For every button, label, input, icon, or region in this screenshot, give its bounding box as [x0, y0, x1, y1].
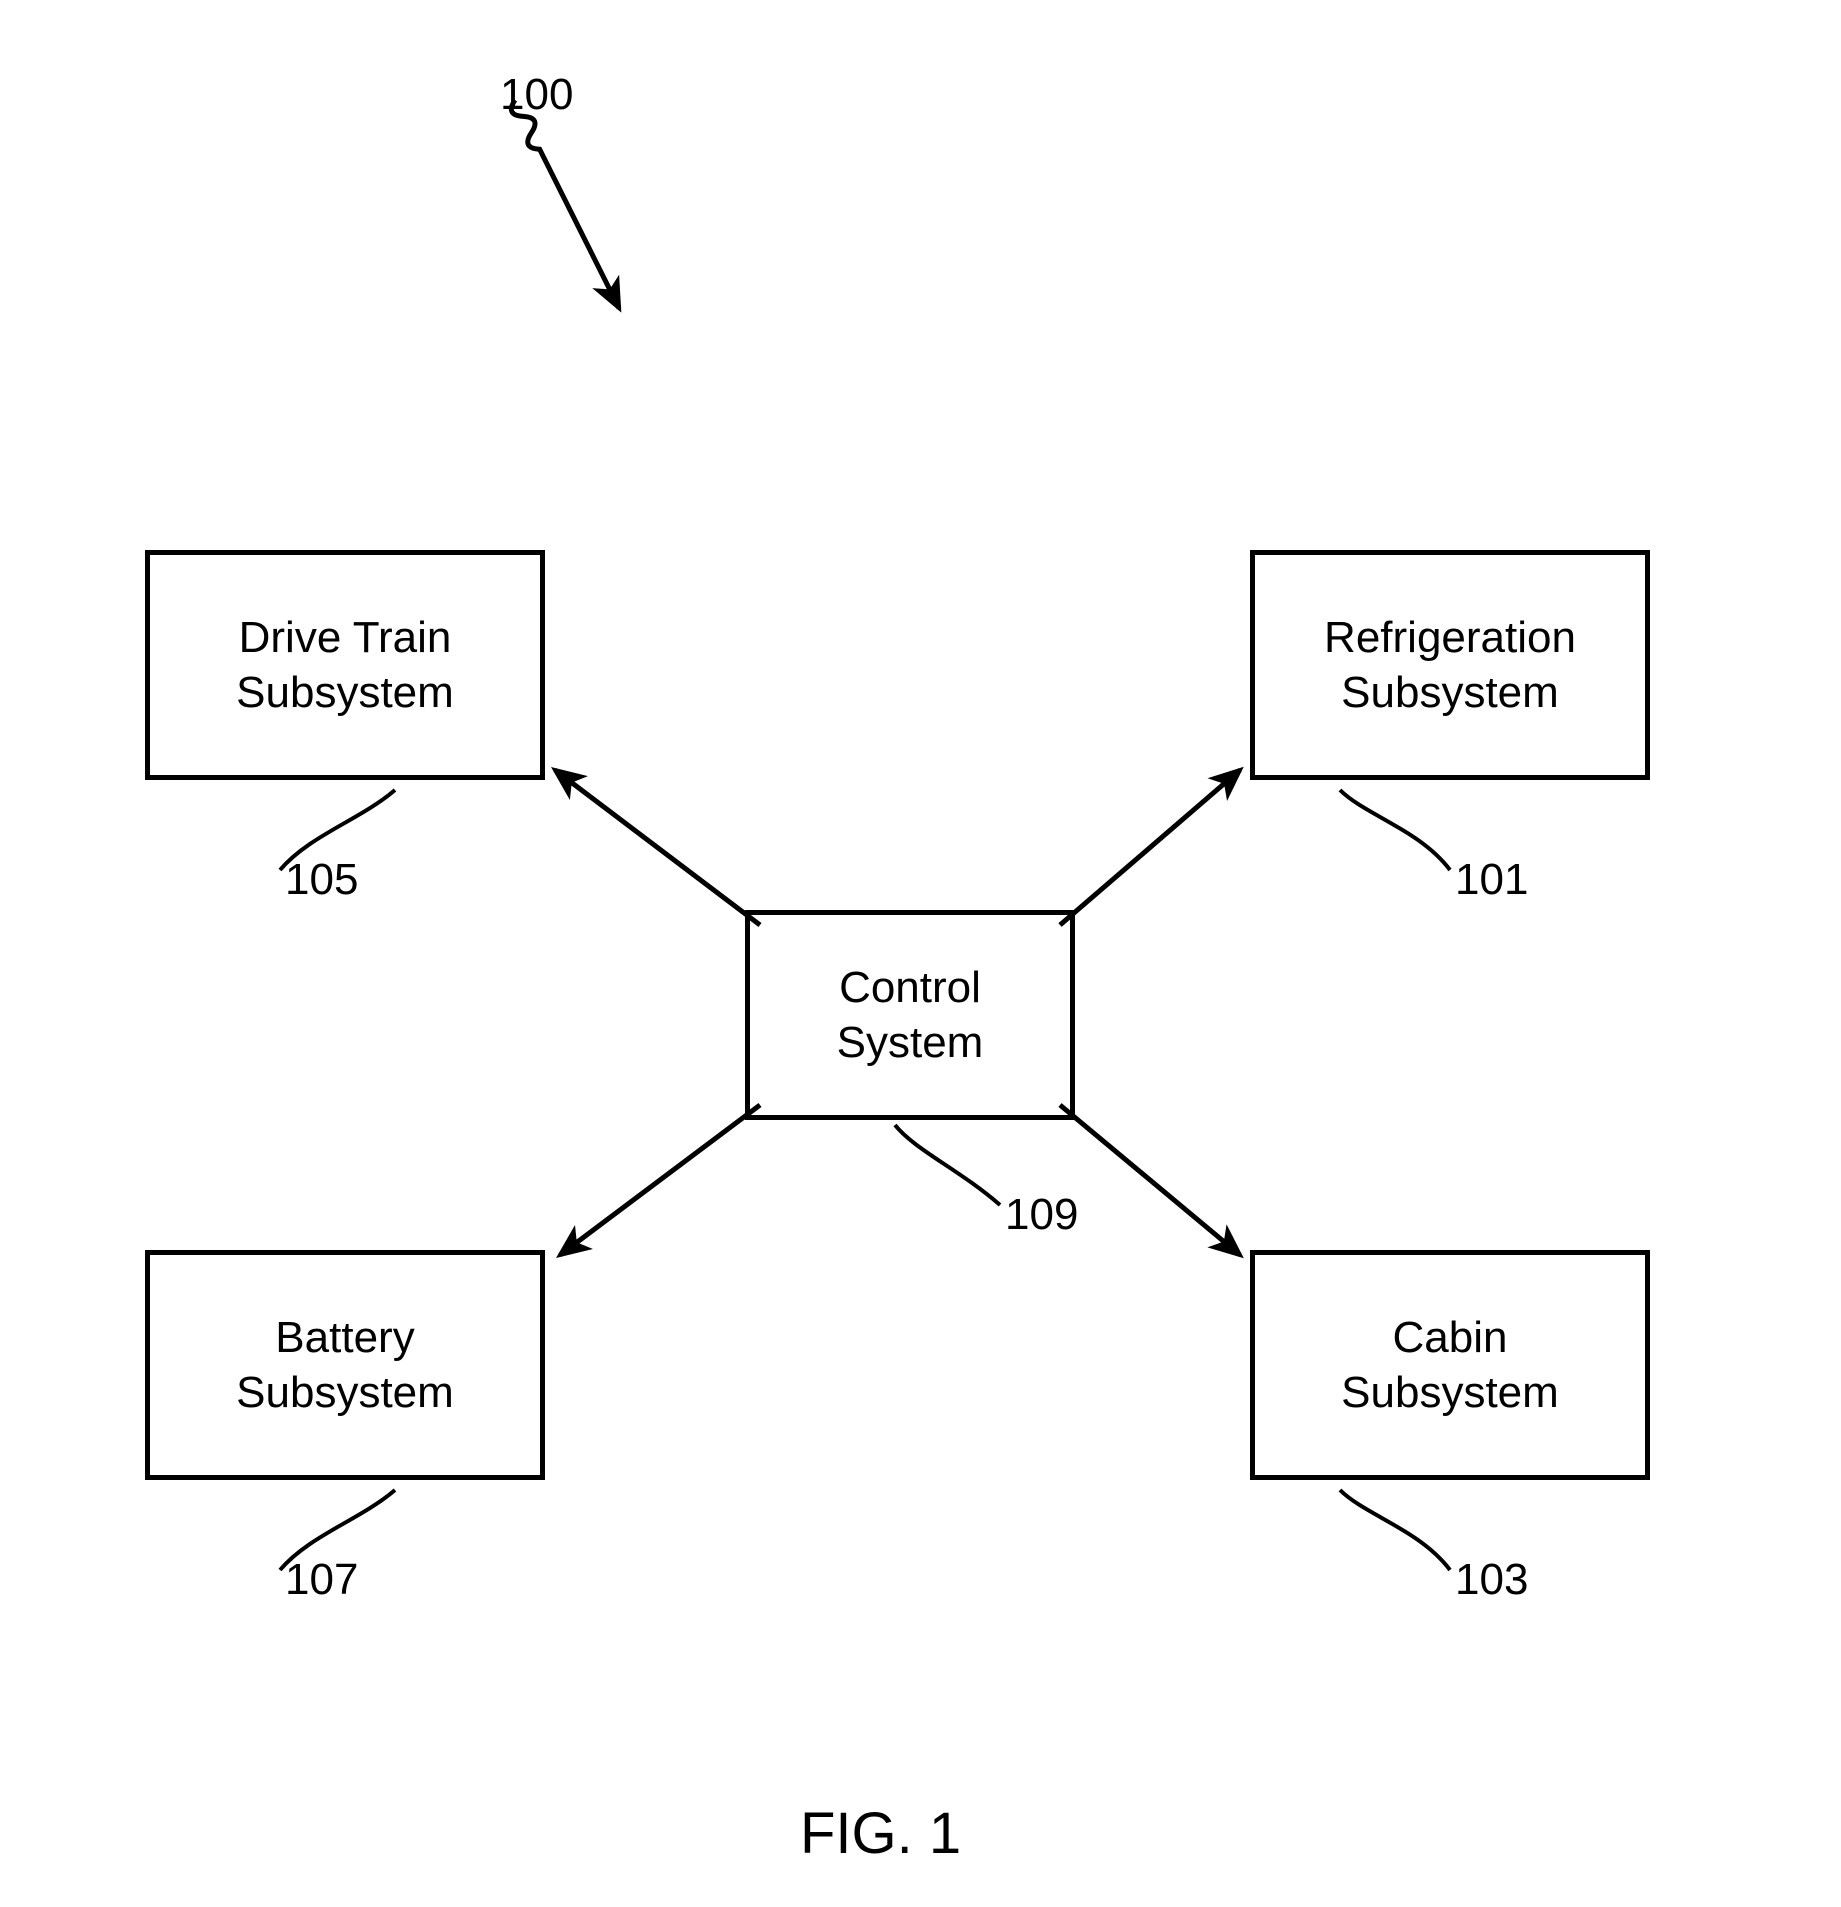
squiggle-arrow-100	[511, 100, 619, 308]
box-label: BatterySubsystem	[236, 1310, 454, 1420]
box-label: CabinSubsystem	[1341, 1310, 1559, 1420]
leader-103	[1340, 1490, 1450, 1570]
arrow-control-to-battery	[560, 1105, 760, 1255]
box-label: ControlSystem	[837, 960, 984, 1070]
reference-101: 101	[1455, 855, 1528, 905]
arrow-control-to-drive_train	[555, 770, 760, 925]
reference-109: 109	[1005, 1190, 1078, 1240]
reference-105: 105	[285, 855, 358, 905]
box-battery-subsystem: BatterySubsystem	[145, 1250, 545, 1480]
box-drive-train-subsystem: Drive TrainSubsystem	[145, 550, 545, 780]
box-control-system: ControlSystem	[745, 910, 1075, 1120]
box-label: RefrigerationSubsystem	[1324, 610, 1576, 720]
arrow-control-to-refrigeration	[1060, 770, 1240, 925]
squiggle-arrow-path	[511, 100, 619, 308]
reference-100: 100	[500, 70, 573, 120]
arrow-control-to-cabin	[1060, 1105, 1240, 1255]
box-refrigeration-subsystem: RefrigerationSubsystem	[1250, 550, 1650, 780]
leader-109	[895, 1125, 1000, 1205]
box-label: Drive TrainSubsystem	[236, 610, 454, 720]
box-cabin-subsystem: CabinSubsystem	[1250, 1250, 1650, 1480]
reference-107: 107	[285, 1555, 358, 1605]
figure-caption: FIG. 1	[800, 1800, 961, 1867]
figure-stage: Drive TrainSubsystem RefrigerationSubsys…	[0, 0, 1841, 1907]
leader-101	[1340, 790, 1450, 870]
reference-103: 103	[1455, 1555, 1528, 1605]
